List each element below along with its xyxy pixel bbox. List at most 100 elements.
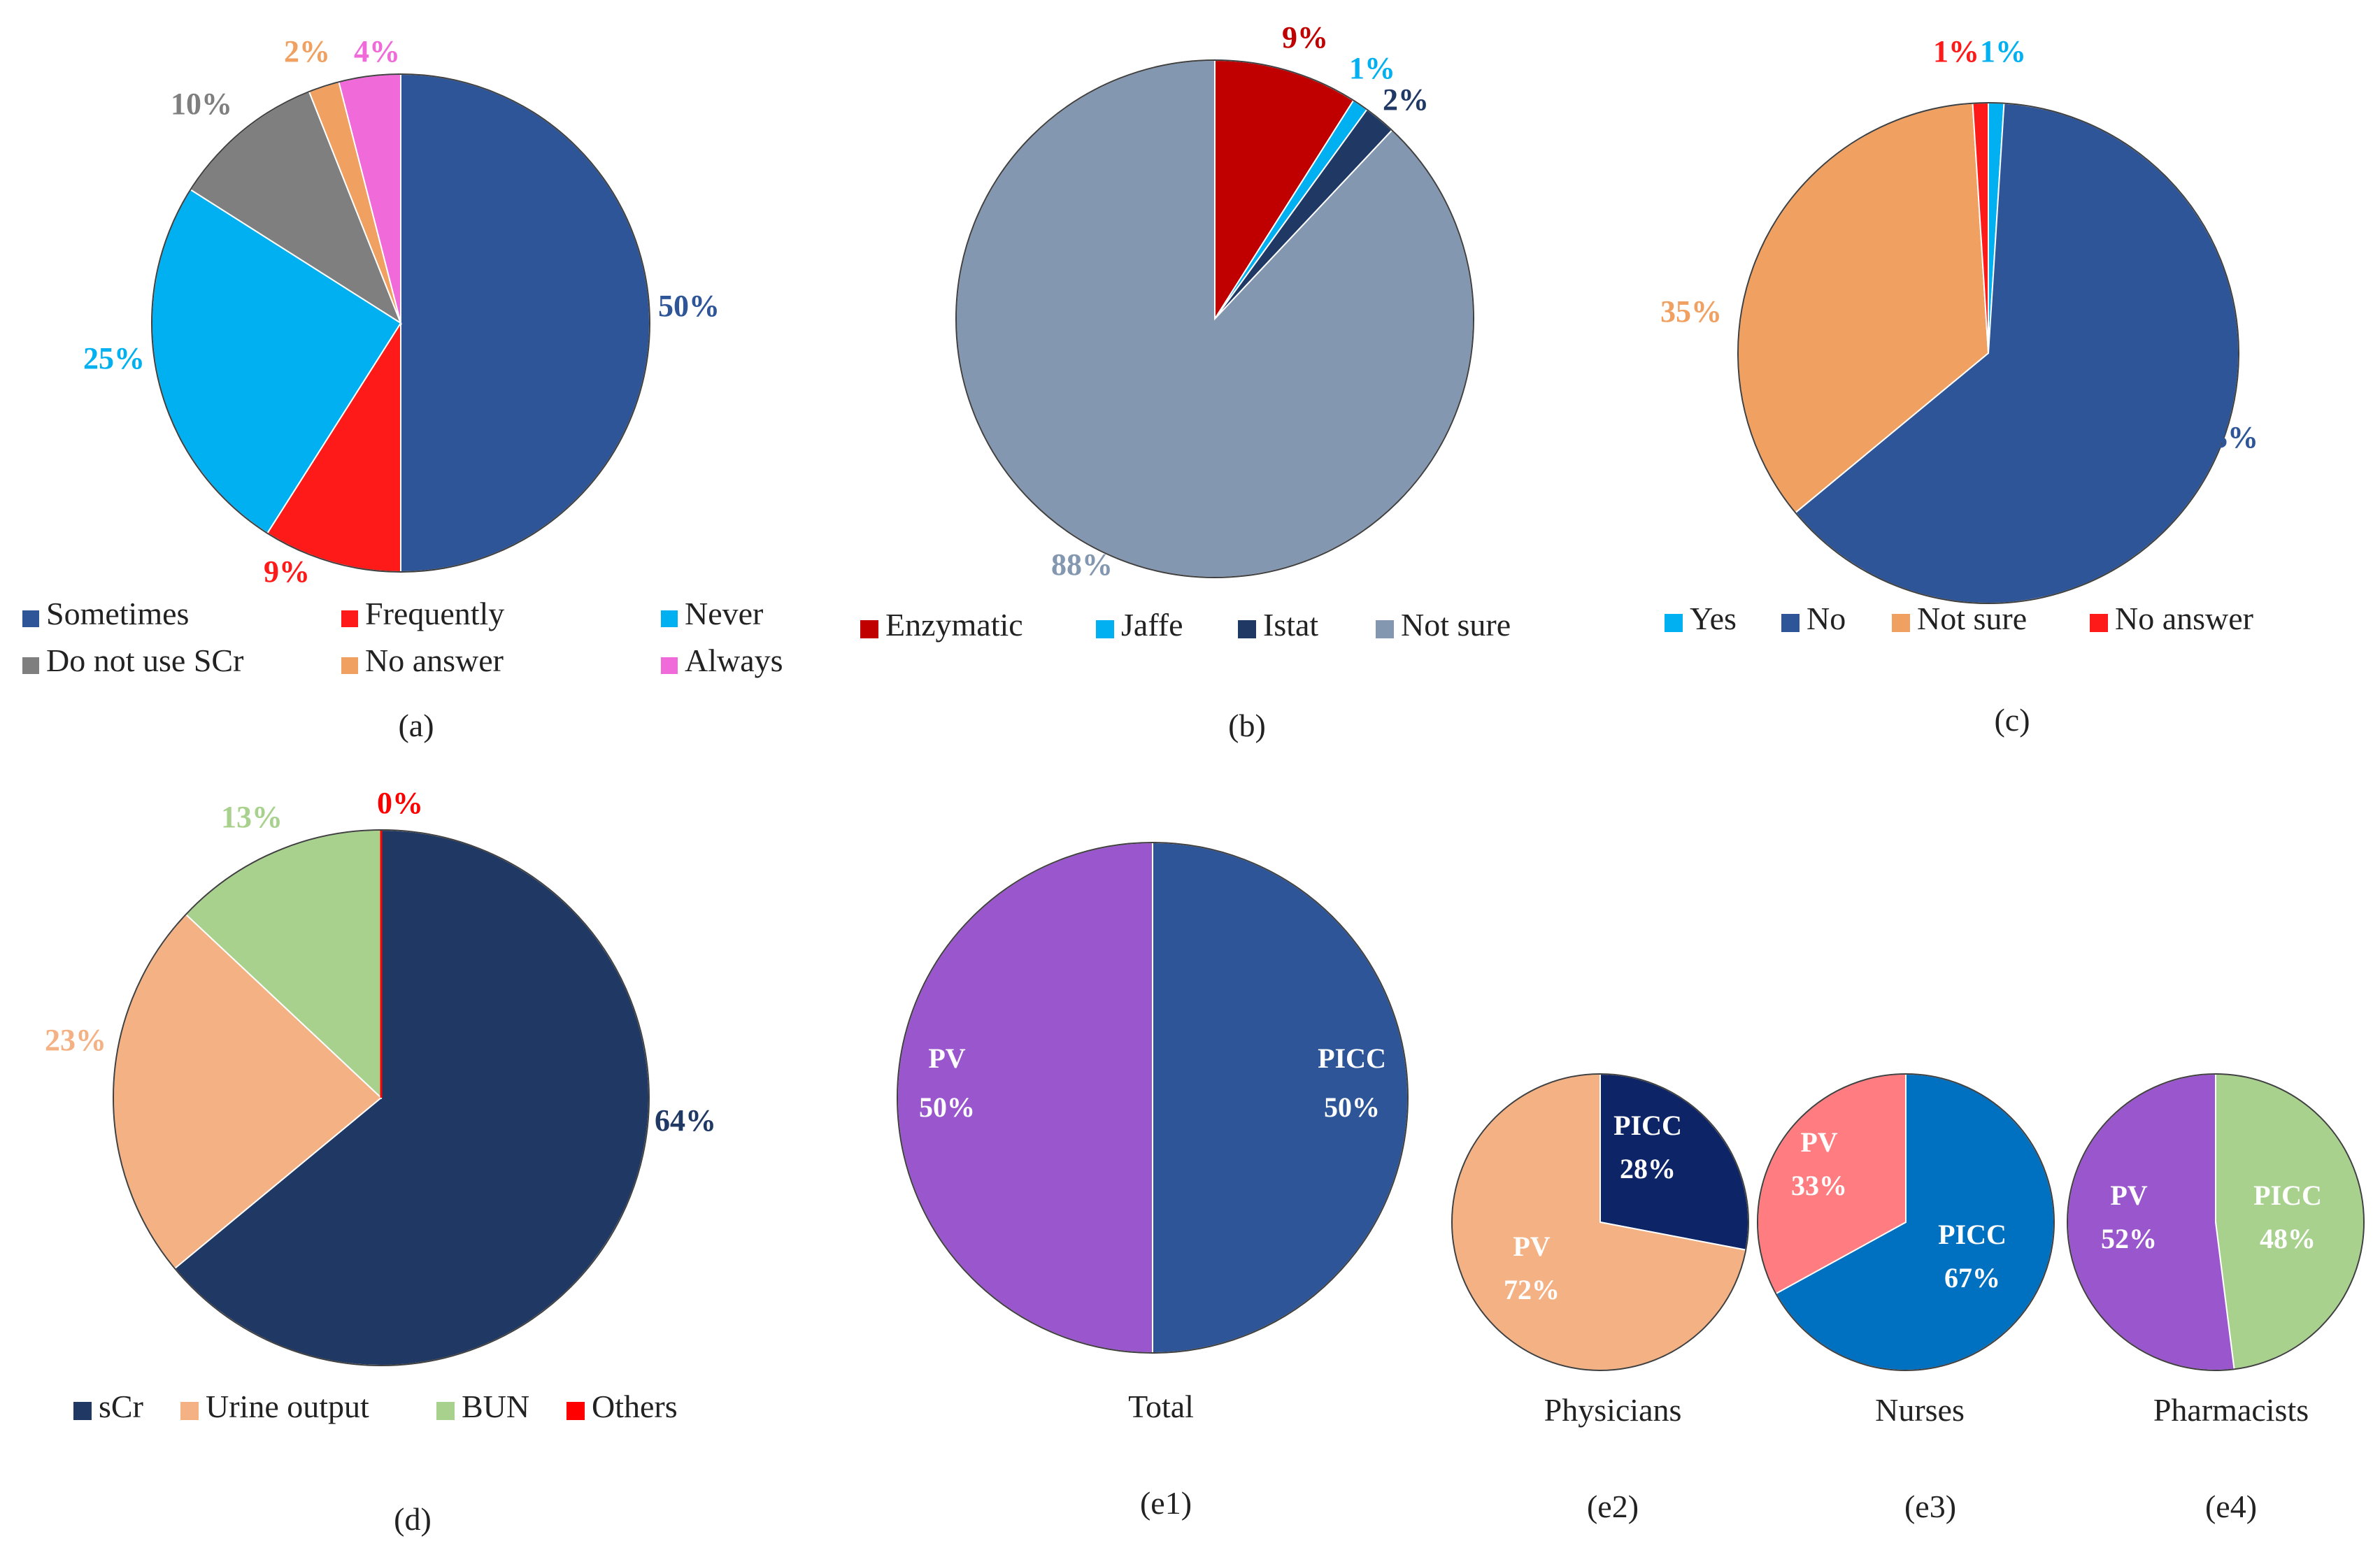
legend-label-c-no: No [1807,601,1846,636]
legend-swatch-c-no-answer [2090,614,2108,632]
pie-d-outline [113,829,650,1366]
slice-name-e3-pv: PV [1800,1126,1837,1158]
legend-swatch-a-no-answer [341,657,358,674]
slice-name-e4-pv: PV [2110,1180,2147,1211]
legend-swatch-a-do-not-use-scr [22,657,39,674]
pie-chart-a: 50% 9% 25% 10% 2% 4% Sometimes Frequently Never D… [22,34,783,743]
slice-name-e4-picc: PICC [2253,1180,2322,1211]
slice-name-e1-picc: PICC [1318,1042,1386,1074]
legend-swatch-b-istat [1238,620,1256,638]
legend-label-c-not-sure: Not sure [1917,601,2027,636]
legend-swatch-c-not-sure [1892,614,1910,632]
data-label-b-not-sure: 88% [1051,547,1113,582]
group-label-e4: Pharmacists [2153,1392,2309,1428]
slice-name-e3-picc: PICC [1938,1219,2007,1250]
data-label-a-no-answer: 2% [284,34,330,69]
pie-chart-c: 1% 63% 35% 1% Yes No Not sure No answer (c) [1660,34,2258,738]
slice-name-e1-pv: PV [928,1042,965,1074]
pie-e1-outline [897,842,1409,1354]
slice-name-e2-pv: PV [1513,1231,1550,1262]
data-label-d-scr: 64% [655,1103,716,1138]
caption-c: (c) [1994,702,2030,738]
data-label-d-bun: 13% [221,800,283,834]
pie-chart-e1: PICC 50% PV 50% Total (e1) [895,840,1411,1521]
data-label-a-always: 4% [354,34,400,69]
caption-e3: (e3) [1904,1489,1956,1524]
legend-d: sCr Urine output BUN Others [73,1389,678,1424]
group-label-e1: Total [1128,1389,1194,1424]
data-label-c-no: 63% [2197,420,2258,454]
data-label-c-not-sure: 35% [1660,294,1722,329]
pie-chart-d: 64% 23% 13% 0% sCr Urine output BUN Others (d) [45,786,716,1537]
data-label-e4-pv: 52% [2101,1223,2157,1254]
legend-label-b-enzymatic: Enzymatic [885,607,1023,643]
data-label-b-enzymatic: 9% [1282,20,1328,55]
slice-e4-picc [2215,1073,2365,1370]
legend-label-a-never: Never [685,596,763,631]
legend-label-a-sometimes: Sometimes [46,596,189,631]
data-label-a-do-not-use-scr: 10% [171,87,232,121]
pie-c-outline [1737,102,2239,604]
data-label-e3-pv: 33% [1791,1170,1847,1201]
pie-chart-e2: PICC 28% PV 72% Physicians (e2) [1449,1071,1751,1524]
pie-a-outline [151,73,650,573]
group-label-e3: Nurses [1875,1392,1965,1428]
legend-label-d-scr: sCr [99,1389,143,1424]
legend-swatch-d-urine-output [180,1402,199,1420]
legend-a: Sometimes Frequently Never Do not use SCr No… [22,596,783,678]
data-label-a-never: 25% [83,341,145,375]
data-label-e2-pv: 72% [1504,1274,1560,1305]
legend-label-b-not-sure: Not sure [1401,607,1511,643]
legend-label-a-frequently: Frequently [365,596,504,631]
legend-swatch-d-bun [436,1402,455,1420]
data-label-b-istat: 2% [1383,83,1429,117]
legend-swatch-b-enzymatic [860,620,878,638]
legend-b: Enzymatic Jaffe Istat Not sure [860,607,1511,643]
legend-swatch-a-frequently [341,610,358,627]
slice-a-sometimes [400,73,650,573]
legend-label-d-bun: BUN [462,1389,529,1424]
slice-b-not-sure [955,59,1474,578]
slice-e4-pv [2067,1073,2235,1371]
data-label-e2-picc: 28% [1620,1153,1676,1184]
pie-b-outline [955,59,1474,578]
data-label-b-jaffe: 1% [1349,51,1395,85]
legend-swatch-a-sometimes [22,610,39,627]
legend-label-c-yes: Yes [1690,601,1737,636]
pie-chart-b: 9% 1%2% 88% Enzymatic Jaffe Istat Not sure (b) [860,20,1511,743]
legend-swatch-b-not-sure [1376,620,1394,638]
legend-label-b-istat: Istat [1263,607,1318,643]
data-label-a-frequently: 9% [264,554,310,589]
pie-chart-e3: PICC 67% PV 33% Nurses (e3) [1755,1071,2057,1524]
caption-e1: (e1) [1140,1485,1192,1521]
data-label-e3-picc: 67% [1944,1262,2000,1294]
pie-e4-outline [2067,1073,2365,1371]
legend-label-a-do-not-use-scr: Do not use SCr [46,643,243,678]
pie-e3-outline [1757,1073,2055,1371]
legend-label-d-urine-output: Urine output [206,1389,369,1424]
caption-e2: (e2) [1587,1489,1639,1524]
legend-swatch-a-never [661,610,678,627]
legend-swatch-a-always [661,657,678,674]
data-label-d-urine-output: 23% [45,1023,106,1057]
legend-c: Yes No Not sure No answer [1665,601,2253,636]
legend-swatch-d-others [567,1402,585,1420]
caption-b: (b) [1228,708,1266,743]
caption-e4: (e4) [2205,1489,2257,1524]
legend-label-c-no-answer: No answer [2115,601,2253,636]
slice-name-e2-picc: PICC [1613,1110,1682,1141]
caption-d: (d) [394,1501,432,1537]
data-label-e4-picc: 48% [2260,1223,2316,1254]
legend-label-b-jaffe: Jaffe [1121,607,1183,643]
data-label-c-yes: 1% [1980,34,2026,69]
legend-swatch-c-yes [1665,614,1683,632]
pie-e2-outline [1451,1073,1749,1371]
data-label-e1-picc: 50% [1324,1091,1380,1123]
pie-chart-e4: PICC 48% PV 52% Pharmacists (e4) [2065,1071,2367,1524]
legend-label-a-no-answer: No answer [365,643,504,678]
legend-swatch-b-jaffe [1096,620,1114,638]
legend-label-d-others: Others [592,1389,678,1424]
legend-label-a-always: Always [685,643,783,678]
legend-swatch-c-no [1781,614,1800,632]
